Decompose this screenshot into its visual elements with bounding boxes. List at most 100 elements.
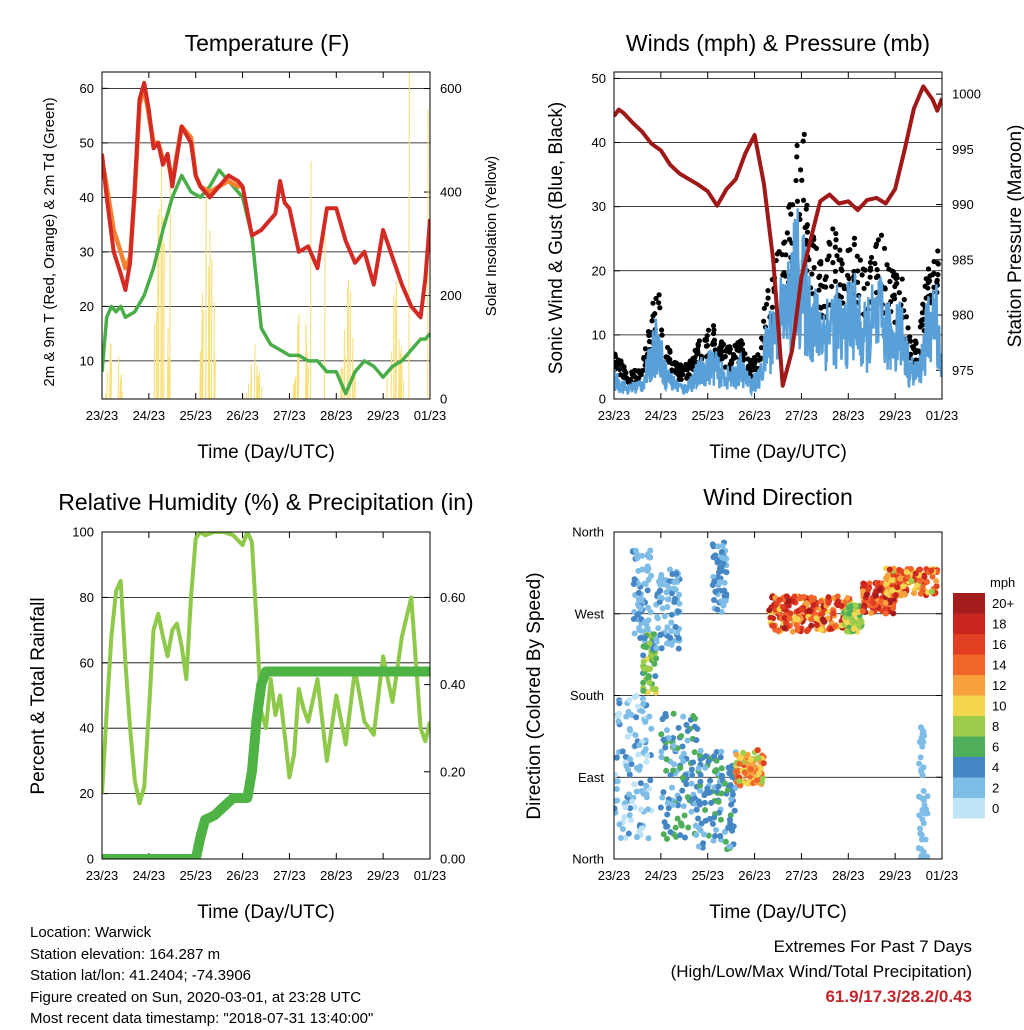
humidity-title: Relative Humidity (%) & Precipitation (i… [58,489,473,515]
direction-point [902,591,908,597]
winds-xtick-label: 01/23 [926,408,959,423]
direction-point [916,794,922,800]
direction-point [653,655,659,661]
winds-xtick-label: 25/23 [691,408,724,423]
direction-point [616,719,622,725]
direction-point [928,568,934,574]
direction-point [846,611,852,617]
gust-point [804,203,809,208]
direction-point [695,815,701,821]
direction-point [641,666,647,672]
humidity-xtick-label: 24/23 [133,868,166,883]
direction-point [639,825,645,831]
direction-point [884,575,890,581]
direction-point [668,620,674,626]
gust-point [738,344,743,349]
direction-point [647,777,653,783]
gust-point [704,344,709,349]
gust-point [676,372,681,377]
direction-point [914,583,920,589]
direction-point [644,753,650,759]
humidity-ytick-label: 100 [72,525,94,540]
direction-point [713,827,719,833]
dewpoint-line [102,170,430,394]
direction-xtick-label: 24/23 [645,868,678,883]
speed-legend-swatch [953,757,985,778]
direction-point [716,799,722,805]
humidity-xtick-label: 23/23 [86,868,119,883]
direction-point [718,790,724,796]
direction-point [658,731,664,737]
gust-point [907,334,912,339]
direction-point [890,610,896,616]
direction-point [799,607,805,613]
direction-point [645,806,651,812]
speed-legend-label: 20+ [992,596,1014,611]
gust-point [618,358,623,363]
gust-point [902,297,907,302]
temperature-xtick-label: 24/23 [133,408,166,423]
direction-point [640,652,646,658]
gust-point [884,262,889,267]
direction-point [719,549,725,555]
gust-point [826,253,831,258]
direction-point [675,816,681,822]
direction-ytick-label: North [572,525,604,540]
direction-point [742,770,748,776]
direction-point [640,688,646,694]
direction-point [682,835,688,841]
speed-legend-swatch [953,798,985,819]
gust-point [667,348,672,353]
direction-point [635,752,641,758]
gust-point [752,360,757,365]
temperature-y2tick-label: 200 [440,288,462,303]
gust-point [913,350,918,355]
direction-point [650,686,656,692]
gust-point [858,258,863,263]
direction-point [662,745,668,751]
direction-point [671,711,677,717]
direction-point [787,610,793,616]
direction-point [622,804,628,810]
gust-point [863,268,868,273]
gust-point [855,268,860,273]
humidity-ytick-label: 80 [80,590,94,605]
direction-point [851,626,857,632]
direction-point [756,770,762,776]
gust-point [652,311,657,316]
gust-point [834,253,839,258]
direction-point [720,568,726,574]
gust-point [719,342,724,347]
direction-point [669,612,675,618]
direction-point [918,591,924,597]
direction-point [845,595,851,601]
figure-created: Figure created on Sun, 2020-03-01, at 23… [30,987,373,1009]
temperature-xtick-label: 29/23 [367,408,400,423]
direction-point [725,787,731,793]
temperature-xtick-label: 27/23 [273,408,306,423]
direction-point [754,777,760,783]
gust-point [897,290,902,295]
gust-point [761,319,766,324]
direction-point [723,839,729,845]
direction-point [698,748,704,754]
humidity-y2tick-label: 0.40 [440,677,465,692]
direction-point [643,581,649,587]
winds-xtick-label: 27/23 [785,408,818,423]
humidity-xtick-label: 29/23 [367,868,400,883]
direction-xtick-label: 23/23 [598,868,631,883]
direction-point [919,744,925,750]
direction-point [679,823,685,829]
gust-point [765,288,770,293]
direction-point [636,742,642,748]
direction-point [714,607,720,613]
direction-point [711,815,717,821]
gust-point [617,367,622,372]
gust-point [829,284,834,289]
direction-point [664,727,670,733]
winds-xtick-label: 29/23 [879,408,912,423]
direction-point [614,786,620,792]
direction-point [651,661,657,667]
direction-point [673,624,679,630]
